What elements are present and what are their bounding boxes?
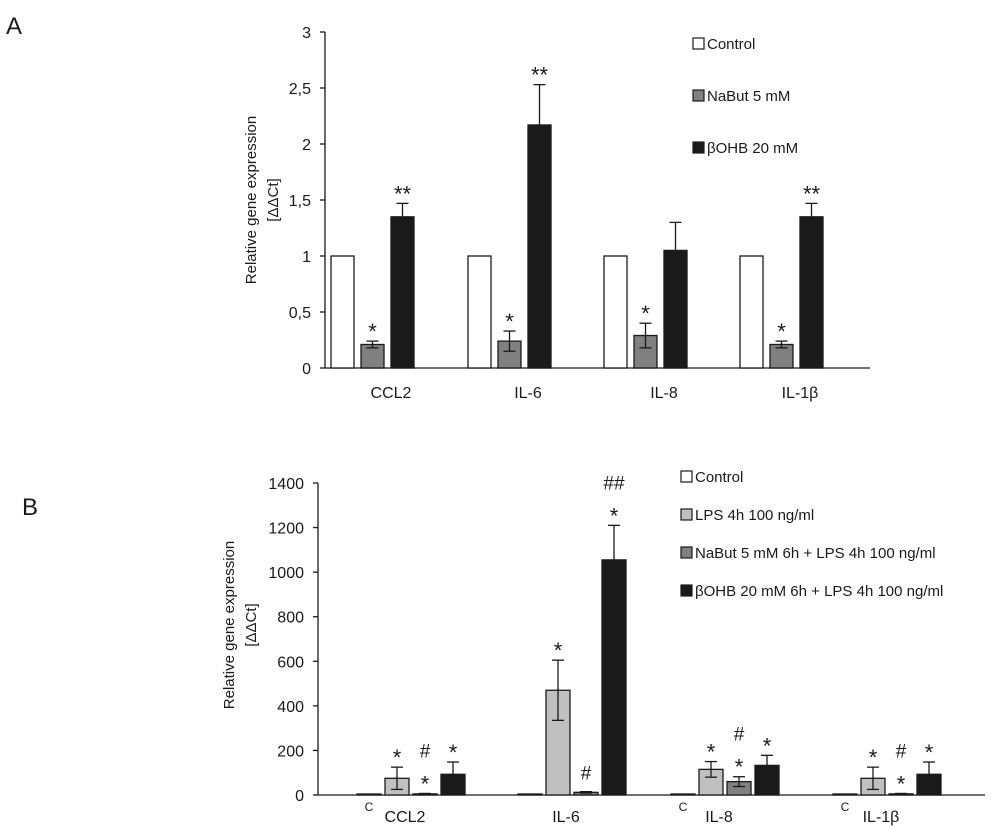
panel-b-legend-swatch xyxy=(680,546,693,559)
panel-b-y-axis-label: [ΔΔCt] xyxy=(243,603,260,646)
panel-b-bar xyxy=(356,793,382,796)
panel-b-legend-swatch xyxy=(680,584,693,597)
panel-b-legend-label: LPS 4h 100 ng/ml xyxy=(695,507,814,524)
panel-b-legend-swatch xyxy=(680,508,693,521)
panel-a-significance-mark: ** xyxy=(803,181,821,206)
panel-a-bar xyxy=(330,255,355,369)
panel-b-y-tick-label: 600 xyxy=(277,654,304,671)
panel-a-y-tick-label: 1,5 xyxy=(289,193,311,210)
panel-b-legend-label: NaBut 5 mM 6h + LPS 4h 100 ng/ml xyxy=(695,545,936,562)
panel-b-y-tick-label: 0 xyxy=(295,788,304,805)
panel-b-label: B xyxy=(22,494,38,521)
panel-b-bar xyxy=(832,793,858,796)
panel-a-legend-label: βOHB 20 mM xyxy=(707,140,798,157)
panel-b-bar xyxy=(670,793,696,796)
panel-a-bar xyxy=(467,255,492,369)
panel-a-category-label: IL-8 xyxy=(650,385,678,402)
panel-b-significance-mark: * xyxy=(869,745,878,770)
panel-a-significance-mark: ** xyxy=(394,181,412,206)
panel-a-legend-swatch xyxy=(692,89,705,102)
panel-a-significance-mark: * xyxy=(505,309,514,334)
panel-b-significance-mark: ## xyxy=(603,473,625,494)
panel-b-category-label: IL-6 xyxy=(552,809,580,826)
panel-a-bar xyxy=(603,255,628,369)
panel-b-category-label: IL-1β xyxy=(863,809,900,826)
panel-b-control-marker: C xyxy=(365,800,374,814)
panel-b-control-marker: C xyxy=(679,800,688,814)
panel-b-y-axis-label: Relative gene expression xyxy=(221,541,238,709)
panel-b-significance-mark: # xyxy=(581,764,592,785)
panel-a-y-tick-label: 0 xyxy=(302,361,311,378)
panel-b-y-tick-label: 400 xyxy=(277,699,304,716)
panel-a-legend-label: NaBut 5 mM xyxy=(707,88,790,105)
panel-a-significance-mark: * xyxy=(777,319,786,344)
panel-a-y-tick-label: 2,5 xyxy=(289,81,311,98)
panel-a-category-label: CCL2 xyxy=(371,385,412,402)
panel-a-bar xyxy=(739,255,764,369)
panel-a-legend-swatch xyxy=(692,37,705,50)
panel-a-legend-label: Control xyxy=(707,36,755,53)
panel-b-y-tick-label: 1400 xyxy=(268,476,304,493)
panel-b-legend-label: βOHB 20 mM 6h + LPS 4h 100 ng/ml xyxy=(695,583,943,600)
panel-b-bar xyxy=(601,559,627,796)
panel-a-significance-mark: * xyxy=(641,301,650,326)
panel-a-significance-mark: * xyxy=(368,319,377,344)
panel-a-label: A xyxy=(6,13,22,40)
panel-b-y-tick-label: 1200 xyxy=(268,521,304,538)
panel-b-significance-mark: * xyxy=(449,740,458,765)
panel-b-significance-mark: * xyxy=(925,740,934,765)
panel-a-y-tick-label: 3 xyxy=(302,25,311,42)
panel-a-category-label: IL-6 xyxy=(514,385,542,402)
panel-b-significance-mark: * xyxy=(421,771,430,796)
panel-b-significance-mark: # xyxy=(896,741,907,762)
panel-a-y-tick-label: 0,5 xyxy=(289,305,311,322)
panel-a-significance-mark: ** xyxy=(531,63,549,88)
panel-a-category-label: IL-1β xyxy=(782,385,819,402)
panel-b-significance-mark: * xyxy=(393,745,402,770)
panel-a-y-axis-label: Relative gene expression xyxy=(243,116,260,284)
panel-a-bar xyxy=(390,216,415,369)
panel-b-significance-mark: * xyxy=(763,733,772,758)
panel-a-legend-swatch xyxy=(692,141,705,154)
panel-a-y-tick-label: 1 xyxy=(302,249,311,266)
panel-b-y-tick-label: 800 xyxy=(277,610,304,627)
panel-b-bar xyxy=(517,793,543,796)
panel-b-significance-mark: # xyxy=(734,725,745,746)
panel-b-significance-mark: # xyxy=(420,741,431,762)
panel-b-significance-mark: * xyxy=(735,755,744,780)
panel-b-y-tick-label: 1000 xyxy=(268,565,304,582)
panel-b-legend-label: Control xyxy=(695,469,743,486)
panel-b-significance-mark: * xyxy=(610,503,619,528)
panel-b-significance-mark: * xyxy=(707,740,716,765)
panel-b-category-label: CCL2 xyxy=(385,809,426,826)
panel-a-bar xyxy=(799,216,824,369)
panel-b-y-tick-label: 200 xyxy=(277,743,304,760)
panel-b-category-label: IL-8 xyxy=(705,809,733,826)
panel-b-significance-mark: * xyxy=(897,771,906,796)
panel-a-y-axis-label: [ΔΔCt] xyxy=(265,178,282,221)
panel-b-control-marker: C xyxy=(841,800,850,814)
panel-b-legend-swatch xyxy=(680,470,693,483)
panel-b-bar xyxy=(698,768,724,796)
panel-b-significance-mark: * xyxy=(554,638,563,663)
panel-a-y-tick-label: 2 xyxy=(302,137,311,154)
